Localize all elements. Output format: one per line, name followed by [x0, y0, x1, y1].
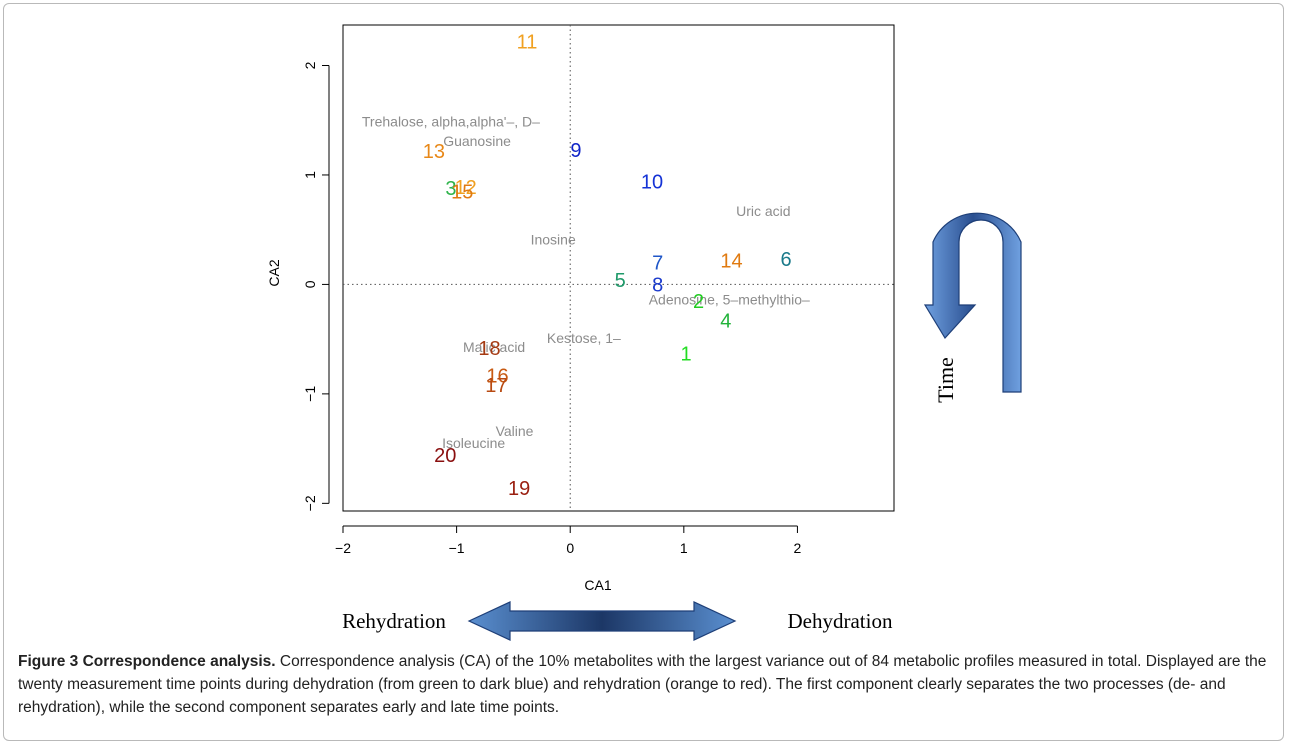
time-point-label: 5: [615, 270, 626, 292]
time-point-label: 18: [478, 338, 500, 360]
time-point-label: 15: [451, 181, 473, 203]
metabolite-label: Kestose, 1–: [547, 330, 621, 346]
y-axis-label: CA2: [266, 259, 282, 286]
time-point-label: 4: [720, 311, 731, 333]
caption-title: Correspondence analysis.: [82, 653, 276, 670]
caption-figure-label: Figure 3: [18, 653, 79, 670]
x-tick-label: −1: [449, 540, 465, 556]
x-axis: −2 −1 0 1 2: [335, 525, 802, 556]
process-arrow: [467, 601, 737, 641]
metabolite-label: Malic acid: [463, 339, 525, 355]
figure-frame: [3, 3, 1284, 741]
time-point-label: 7: [652, 253, 663, 275]
x-tick-label: 1: [680, 540, 688, 556]
y-tick-label: −2: [302, 495, 318, 511]
y-tick-label: 1: [302, 171, 318, 179]
time-point-label: 12: [455, 177, 477, 199]
time-point-label: 2: [693, 291, 704, 313]
x-tick-label: 2: [794, 540, 802, 556]
caption-text: Correspondence analysis (CA) of the 10% …: [18, 653, 1267, 716]
metabolite-labels: Trehalose, alpha,alpha'–, D– Guanosine Uri…: [362, 113, 810, 451]
time-point-label: 19: [508, 478, 530, 500]
time-point-label: 10: [641, 172, 663, 194]
time-point-label: 20: [434, 445, 456, 467]
rehydration-label: Rehydration: [342, 609, 446, 633]
time-point-label: 14: [720, 250, 742, 272]
figure-caption: Figure 3 Correspondence analysis. Corres…: [18, 650, 1273, 719]
x-tick-label: −2: [335, 540, 351, 556]
time-point-label: 6: [781, 249, 792, 271]
time-point-label: 3: [445, 178, 456, 200]
dehydration-label: Dehydration: [788, 609, 893, 633]
time-point-label: 1: [681, 343, 692, 365]
time-arrow: [923, 212, 1022, 393]
time-point-label: 8: [652, 274, 663, 296]
y-axis: −2 −1 0 1 2: [302, 61, 330, 511]
metabolite-label: Inosine: [531, 232, 576, 248]
metabolite-label: Guanosine: [443, 133, 511, 149]
x-tick-label: 0: [566, 540, 574, 556]
time-point-label: 17: [485, 375, 507, 397]
time-point-label: 9: [570, 140, 581, 162]
y-tick-label: 2: [302, 61, 318, 69]
time-point-label: 16: [486, 365, 508, 387]
time-point-label: 11: [517, 31, 538, 53]
metabolite-label: Adenosine, 5–methylthio–: [649, 292, 810, 308]
time-label: Time: [933, 357, 958, 403]
metabolite-label: Valine: [496, 423, 534, 439]
metabolite-label: Trehalose, alpha,alpha'–, D–: [362, 113, 540, 129]
metabolite-label: Isoleucine: [442, 435, 505, 451]
x-axis-label: CA1: [584, 577, 611, 593]
plot-box: [342, 24, 895, 512]
y-tick-label: 0: [302, 280, 318, 288]
metabolite-label: Uric acid: [736, 203, 790, 219]
y-tick-label: −1: [302, 386, 318, 402]
time-point-label: 13: [423, 141, 445, 163]
